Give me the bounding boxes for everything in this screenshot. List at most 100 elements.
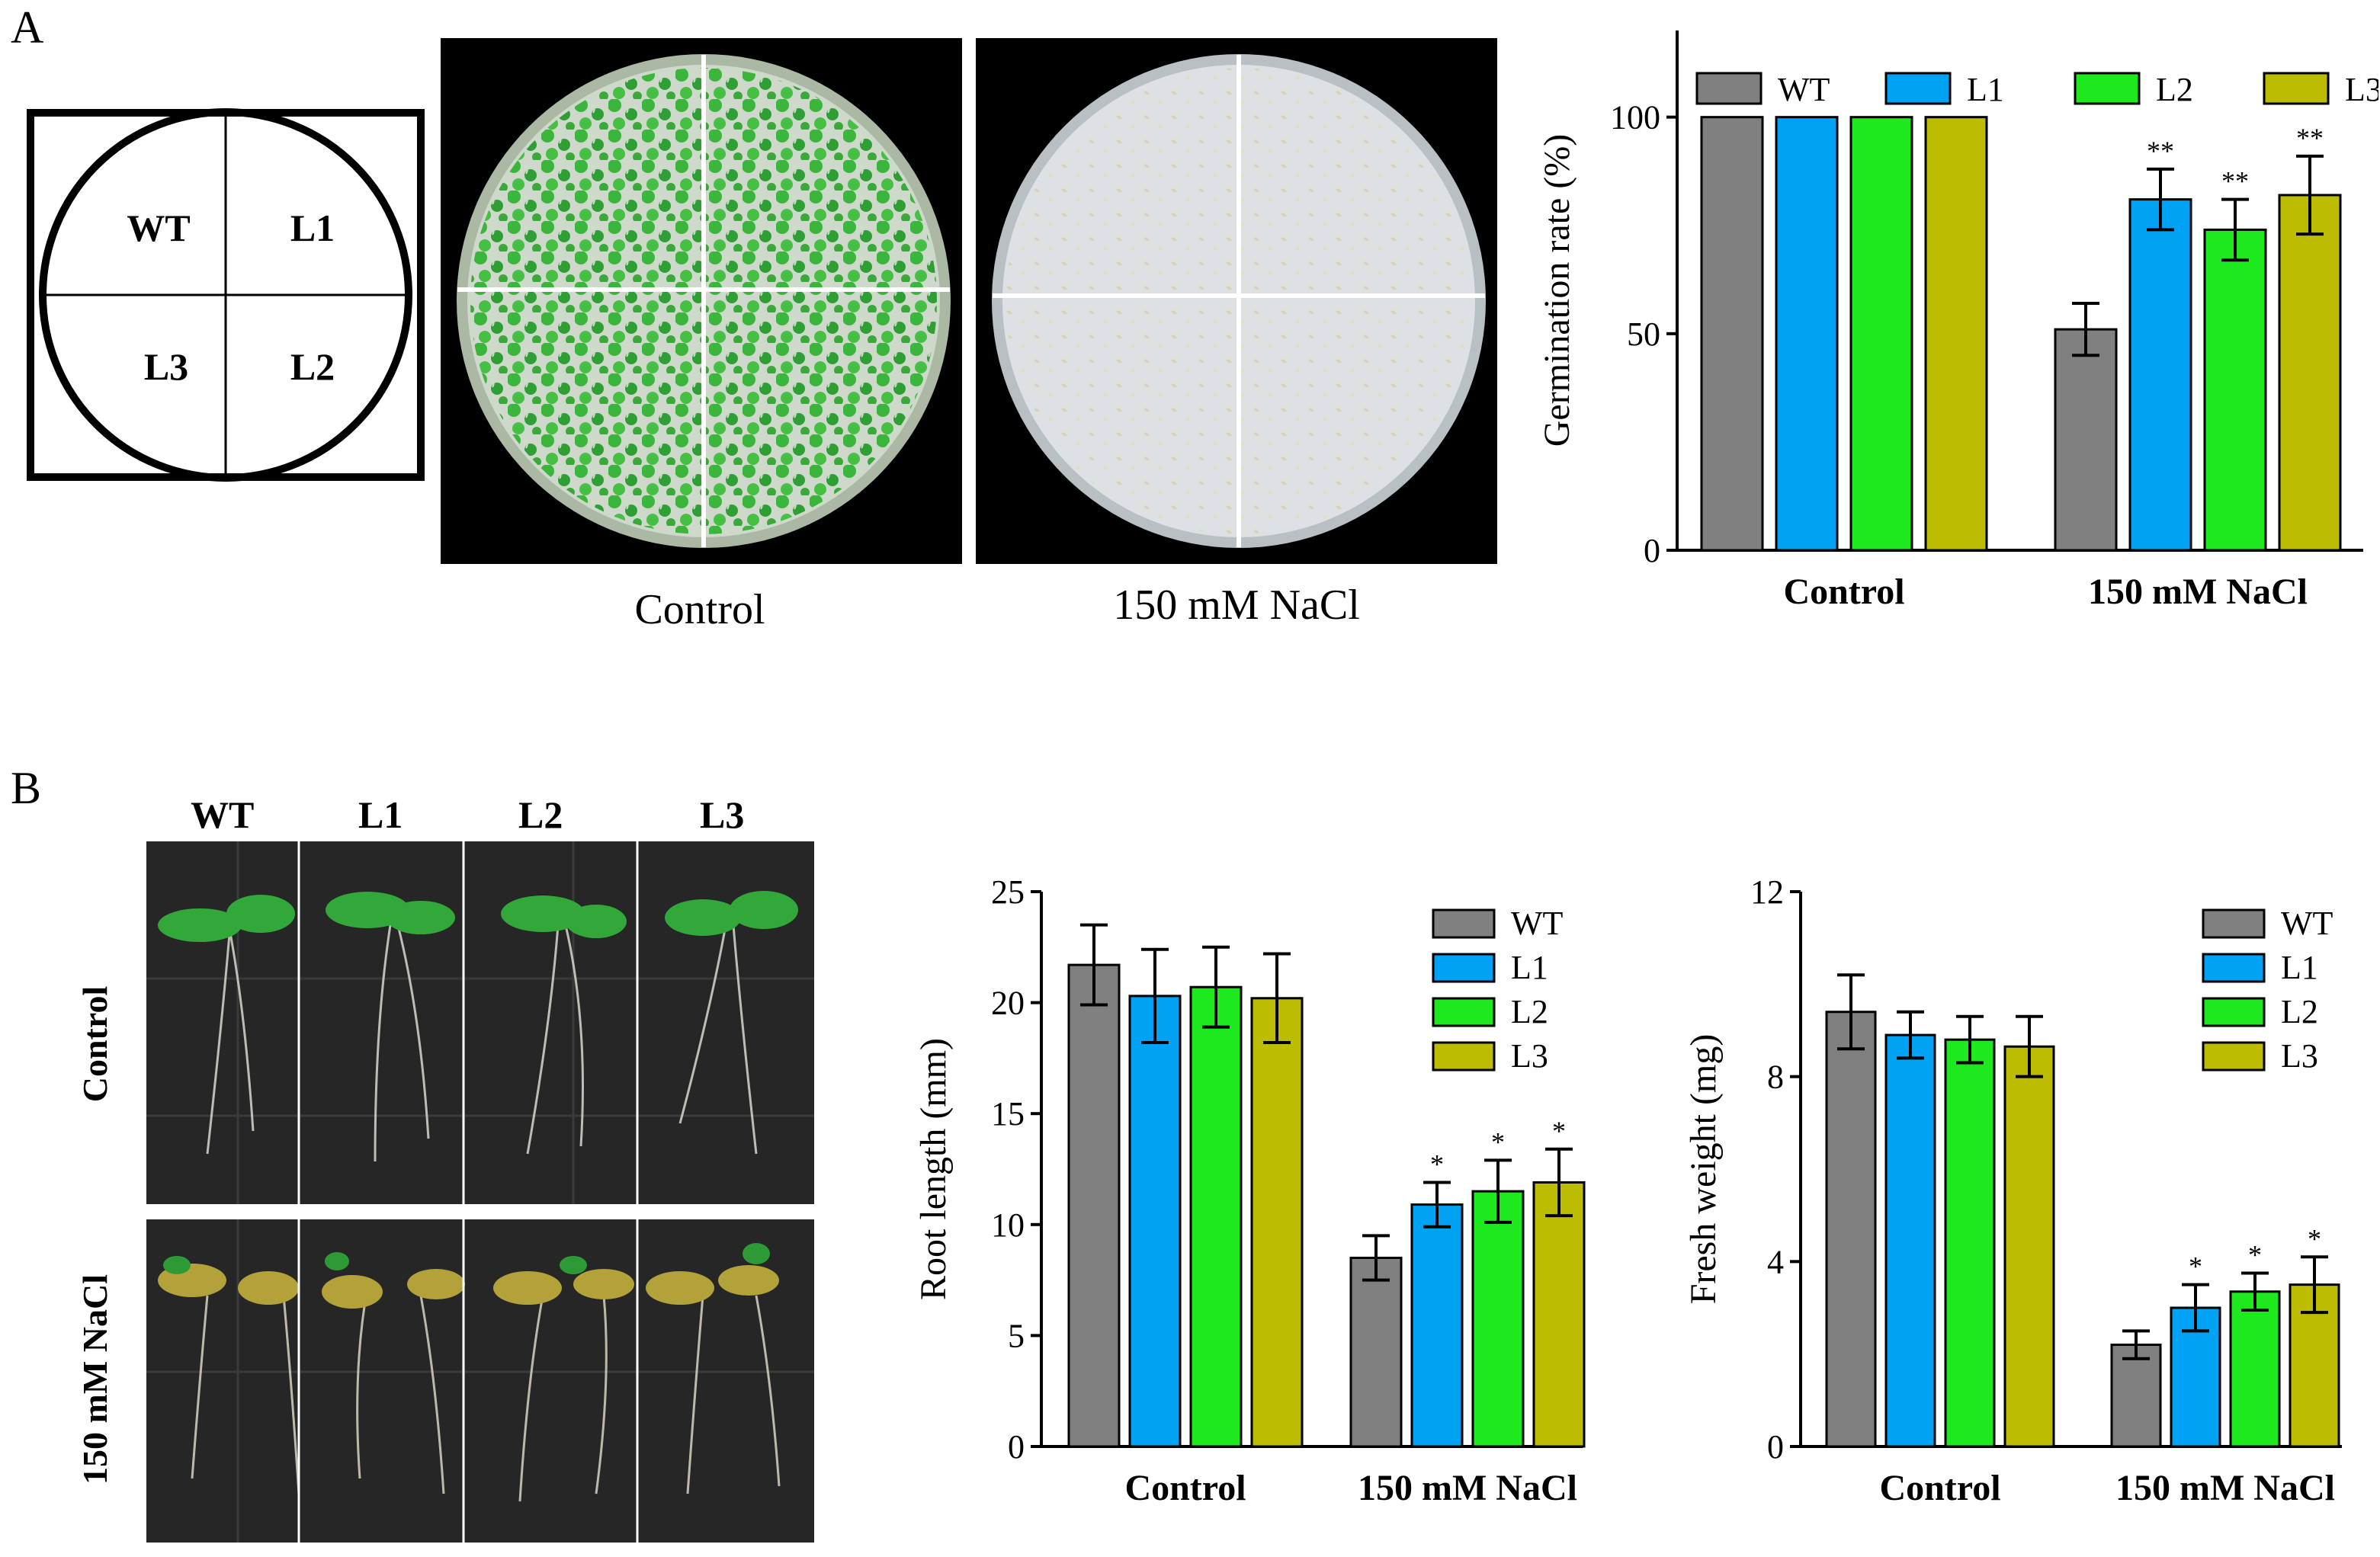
root_length-legend-label-l3: L3 bbox=[1511, 1037, 1548, 1075]
germination-chart: 0 50 100 Germination rate (%) Control ** ** ** 1… bbox=[1537, 30, 2378, 612]
diagram-label-l2: L2 bbox=[290, 345, 335, 388]
root_length-significance: * bbox=[1552, 1116, 1566, 1146]
fresh_weight-legend-swatch-l2 bbox=[2202, 997, 2266, 1027]
seedling-col-label-wt: WT bbox=[191, 793, 255, 836]
germination-bar-l1-1 bbox=[2128, 198, 2192, 552]
root_length-bar-wt-1 bbox=[1349, 1256, 1403, 1448]
nacl-seedling-photo bbox=[146, 1219, 814, 1543]
fresh_weight-ytick-label: 0 bbox=[1767, 1428, 1784, 1466]
seedling-col-label-l2: L2 bbox=[518, 793, 563, 836]
root-length-chart: 0 5 10 15 20 25 Root length (mm) Control * * * 150 … bbox=[913, 873, 1586, 1508]
fresh_weight-significance: * bbox=[2189, 1251, 2202, 1282]
fresh_weight-bar-l2-1 bbox=[2229, 1290, 2281, 1448]
seedling-row-label-nacl: 150 mM NaCl bbox=[76, 1274, 114, 1485]
fresh_weight-ytick-label: 4 bbox=[1767, 1243, 1784, 1280]
diagram-label-l3: L3 bbox=[144, 345, 188, 388]
germination-bar-l3-0 bbox=[1924, 116, 1988, 552]
germination-legend-swatch-l3 bbox=[2263, 72, 2330, 105]
germination-legend-label-l1: L1 bbox=[1967, 71, 2004, 108]
germination-bar-l2-0 bbox=[1849, 116, 1913, 552]
control-plate-caption: Control bbox=[634, 586, 765, 633]
fresh_weight-legend-label-l1: L1 bbox=[2281, 949, 2318, 986]
fresh_weight-ytick-label: 8 bbox=[1767, 1059, 1784, 1096]
fresh_weight-category-label: Control bbox=[1879, 1468, 2000, 1508]
germination-legend-label-l2: L2 bbox=[2156, 71, 2193, 108]
germination-legend-swatch-l1 bbox=[1884, 72, 1952, 105]
fresh_weight-bar-l3-0 bbox=[2003, 1045, 2055, 1448]
seedling-row-label-control: Control bbox=[76, 986, 114, 1103]
fresh_weight-bar-wt-0 bbox=[1825, 1011, 1877, 1448]
root_length-category-label: 150 mM NaCl bbox=[1358, 1468, 1577, 1508]
germination-category-label: Control bbox=[1783, 572, 1904, 612]
root_length-significance: * bbox=[1491, 1126, 1505, 1157]
germination-category-label: 150 mM NaCl bbox=[2088, 572, 2308, 612]
seedling-col-label-l1: L1 bbox=[358, 793, 403, 836]
control-seedling-photo bbox=[146, 841, 814, 1204]
germination-bar-l1-0 bbox=[1775, 116, 1839, 552]
root_length-bar-l3-1 bbox=[1532, 1181, 1586, 1448]
fresh_weight-category-label: 150 mM NaCl bbox=[2115, 1468, 2335, 1508]
fresh_weight-legend-swatch-wt bbox=[2202, 908, 2266, 939]
root_length-ytick-label: 25 bbox=[991, 873, 1025, 911]
diagram-label-wt: WT bbox=[127, 207, 190, 249]
root_length-ytick-label: 15 bbox=[991, 1095, 1025, 1133]
fresh_weight-legend-label-l3: L3 bbox=[2281, 1037, 2318, 1075]
root_length-bar-wt-0 bbox=[1067, 963, 1121, 1448]
root_length-legend-label-l2: L2 bbox=[1511, 993, 1548, 1030]
germination-legend-label-wt: WT bbox=[1778, 71, 1830, 108]
fresh_weight-bar-l1-0 bbox=[1884, 1033, 1936, 1448]
root_length-bar-l1-0 bbox=[1128, 995, 1182, 1448]
fresh_weight-legend-swatch-l1 bbox=[2202, 953, 2266, 983]
germination-ytick-label: 100 bbox=[1610, 99, 1660, 136]
fresh_weight-ytick-label: 12 bbox=[1750, 873, 1784, 911]
seedling-row-label-control-text: Control bbox=[76, 986, 114, 1103]
nacl-plate-image bbox=[992, 54, 1486, 548]
control-seedling-image bbox=[146, 841, 814, 1204]
root_length-ylabel: Root length (mm) bbox=[913, 1038, 954, 1300]
root_length-category-label: Control bbox=[1124, 1468, 1246, 1508]
root_length-bar-l1-1 bbox=[1410, 1203, 1464, 1448]
root_length-legend-label-l1: L1 bbox=[1511, 949, 1548, 986]
fresh_weight-legend-label-wt: WT bbox=[2281, 905, 2333, 942]
fresh_weight-ylabel: Fresh weight (mg) bbox=[1683, 1034, 1724, 1305]
nacl-seedling-image bbox=[146, 1219, 814, 1543]
fresh-weight-chart: 0 4 8 12 Fresh weight (mg) Control * * * 150 mM N… bbox=[1683, 873, 2342, 1508]
control-plate-image bbox=[457, 54, 951, 548]
panel-b-letter: B bbox=[11, 763, 42, 813]
root_length-legend-label-wt: WT bbox=[1511, 905, 1564, 942]
diagram-label-l1: L1 bbox=[290, 207, 335, 249]
nacl-plate-caption: 150 mM NaCl bbox=[1113, 581, 1360, 629]
germination-legend-swatch-wt bbox=[1695, 72, 1763, 105]
germination-significance: ** bbox=[2147, 136, 2174, 166]
root_length-legend-swatch-l2 bbox=[1432, 997, 1496, 1027]
germination-legend-label-l3: L3 bbox=[2345, 71, 2378, 108]
plate-layout-diagram: WT L1 L3 L2 bbox=[27, 108, 425, 482]
panel-a-letter: A bbox=[11, 2, 44, 53]
germination-significance: ** bbox=[2296, 123, 2324, 153]
root_length-bar-l3-0 bbox=[1250, 997, 1304, 1448]
fresh_weight-significance: * bbox=[2248, 1240, 2262, 1270]
germination-ytick-label: 0 bbox=[1644, 532, 1660, 569]
germination-legend-swatch-l2 bbox=[2074, 72, 2141, 105]
nacl-plate-photo bbox=[976, 38, 1497, 564]
fresh_weight-legend-swatch-l3 bbox=[2202, 1041, 2266, 1072]
root_length-ytick-label: 5 bbox=[1008, 1317, 1025, 1354]
root_length-significance: * bbox=[1430, 1149, 1444, 1179]
fresh_weight-significance: * bbox=[2308, 1223, 2321, 1254]
root_length-legend-swatch-l1 bbox=[1432, 953, 1496, 983]
germination-bar-l3-1 bbox=[2278, 194, 2342, 552]
germination-bar-wt-1 bbox=[2054, 328, 2118, 552]
seedling-row-label-nacl-text: 150 mM NaCl bbox=[76, 1274, 114, 1485]
fresh_weight-legend-label-l2: L2 bbox=[2281, 993, 2318, 1030]
germination-ylabel: Germination rate (%) bbox=[1537, 134, 1577, 447]
germination-bar-wt-0 bbox=[1700, 116, 1764, 552]
root_length-ytick-label: 0 bbox=[1008, 1428, 1025, 1466]
germination-ytick-label: 50 bbox=[1627, 316, 1660, 353]
fresh_weight-bar-l2-0 bbox=[1944, 1038, 1996, 1448]
germination-bar-l2-1 bbox=[2203, 228, 2267, 552]
root_length-bar-l2-0 bbox=[1189, 985, 1243, 1448]
germination-significance: ** bbox=[2221, 166, 2249, 197]
root_length-ytick-label: 10 bbox=[991, 1206, 1025, 1244]
root_length-legend-swatch-wt bbox=[1432, 908, 1496, 939]
seedling-col-label-l3: L3 bbox=[700, 793, 745, 836]
